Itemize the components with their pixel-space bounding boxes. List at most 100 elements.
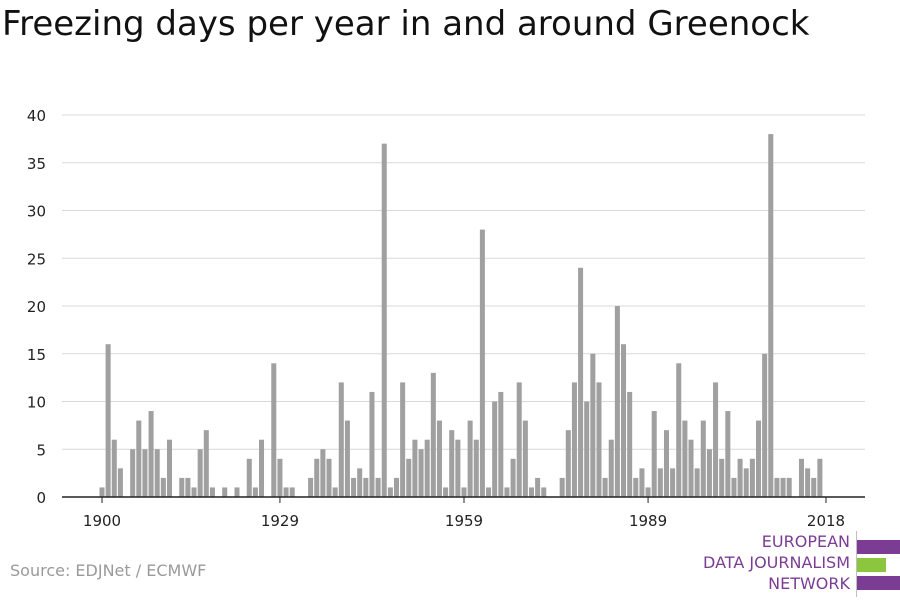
bar-1902 [111, 439, 117, 497]
bar-1962 [479, 229, 485, 497]
y-tick-label-40: 40 [27, 107, 46, 125]
bar-1928 [271, 363, 277, 497]
bar-1991 [657, 468, 663, 497]
bar-2014 [798, 458, 804, 497]
bar-1959 [461, 487, 467, 497]
bar-1901 [105, 344, 111, 497]
bar-1976 [565, 430, 571, 497]
bar-1961 [473, 439, 479, 497]
bar-1940 [344, 420, 350, 497]
bar-1982 [602, 477, 608, 497]
edjnet-logo: EUROPEAN DATA JOURNALISM NETWORK [700, 531, 900, 597]
bar-1951 [412, 439, 418, 497]
y-tick-label-15: 15 [27, 346, 46, 364]
bar-1946 [381, 143, 387, 497]
bar-1948 [393, 477, 400, 497]
bar-1936 [320, 449, 326, 497]
bar-1992 [663, 430, 669, 497]
bar-1987 [633, 477, 639, 497]
logo-line-3: NETWORK [768, 574, 850, 593]
bar-1957 [449, 430, 455, 497]
y-tick-label-30: 30 [27, 203, 46, 221]
x-tick-label-1989: 1989 [629, 512, 667, 530]
bar-1999 [706, 449, 712, 497]
bar-1920 [222, 487, 228, 497]
bar-2000 [713, 382, 719, 497]
bar-1944 [369, 391, 375, 497]
x-tick-label-1959: 1959 [445, 512, 483, 530]
bar-1972 [541, 487, 547, 497]
bar-1966 [504, 487, 510, 497]
bar-1978 [578, 267, 584, 497]
gridlines [62, 114, 865, 450]
bar-1980 [590, 353, 596, 497]
bar-1908 [148, 411, 154, 497]
bar-1960 [467, 420, 473, 497]
y-axis-tick-labels: 0 5 10 15 20 25 30 35 40 [27, 107, 46, 507]
bar-1958 [455, 439, 461, 497]
bar-1956 [443, 487, 449, 497]
bar-1952 [418, 449, 424, 497]
bar-1975 [559, 477, 565, 497]
bar-1984 [614, 306, 620, 497]
bar-2001 [719, 458, 725, 497]
bar-1954 [430, 372, 436, 497]
bar-1953 [424, 439, 430, 497]
bar-1949 [400, 382, 406, 497]
bar-1995 [682, 420, 688, 497]
bar-1986 [627, 391, 633, 497]
bar-1916 [197, 449, 203, 497]
bar-1900 [99, 487, 105, 497]
bar-1977 [571, 382, 577, 497]
bar-1931 [289, 487, 295, 497]
bar-1910 [160, 477, 166, 497]
bar-1915 [191, 487, 197, 497]
bar-1934 [308, 477, 314, 497]
bar-2011 [780, 477, 786, 497]
bar-1990 [651, 411, 657, 497]
bar-1945 [375, 477, 381, 497]
x-tick-label-1900: 1900 [83, 512, 121, 530]
bar-1922 [234, 487, 240, 497]
bar-1938 [332, 487, 338, 497]
logo-line-1: EUROPEAN [761, 532, 850, 551]
bar-2002 [725, 411, 731, 497]
bar-1941 [351, 477, 357, 497]
bar-1983 [608, 439, 614, 497]
bar-1937 [326, 458, 332, 497]
bars [99, 134, 823, 497]
bar-2008 [762, 353, 768, 497]
x-axis-ticks: 1900 1929 1959 1989 2018 [83, 497, 845, 530]
bar-1970 [528, 487, 535, 497]
bar-2015 [805, 468, 811, 497]
x-tick-label-2018: 2018 [807, 512, 845, 530]
y-tick-label-0: 0 [36, 489, 46, 507]
bar-1909 [154, 449, 160, 497]
bar-1985 [621, 344, 627, 497]
bar-1914 [185, 477, 191, 497]
bar-1963 [486, 487, 492, 497]
y-tick-label-35: 35 [27, 155, 46, 173]
bar-1903 [117, 468, 123, 497]
bar-1964 [492, 401, 498, 497]
bar-2012 [786, 477, 792, 497]
bar-1955 [436, 420, 442, 497]
logo-bar-purple-top [857, 540, 900, 554]
logo-line-2: DATA JOURNALISM [703, 553, 850, 572]
logo-text: EUROPEAN DATA JOURNALISM NETWORK [703, 531, 850, 594]
bar-1913 [179, 477, 185, 497]
bar-1930 [283, 487, 289, 497]
bar-1996 [688, 439, 694, 497]
bar-1907 [142, 449, 148, 497]
logo-bar-green [857, 558, 886, 572]
bar-1924 [246, 458, 252, 497]
logo-bar-purple-bottom [857, 576, 900, 590]
bar-1979 [584, 401, 590, 497]
bar-1918 [209, 487, 215, 497]
bar-1994 [676, 363, 682, 497]
bar-1926 [259, 439, 265, 497]
bar-1929 [277, 458, 283, 497]
y-tick-label-25: 25 [27, 250, 46, 268]
y-tick-label-10: 10 [27, 394, 46, 412]
bar-chart: 0 5 10 15 20 25 30 35 40 1900 1929 1959 1989 2018 [27, 107, 865, 530]
